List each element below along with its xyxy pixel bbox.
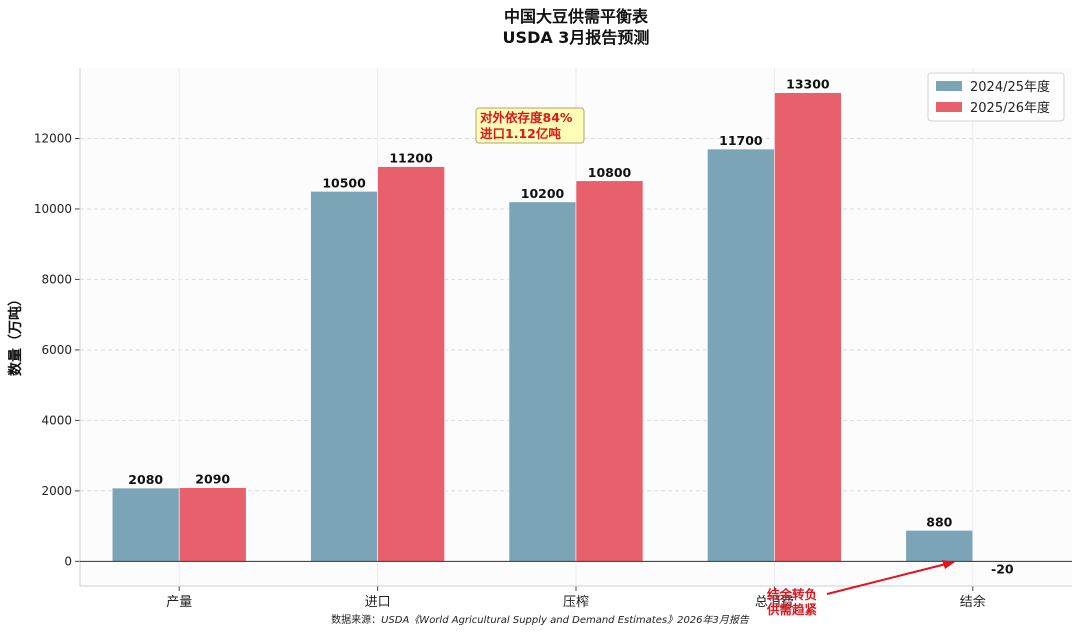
bar-series2 [774,92,842,562]
chart-subtitle: USDA 3月报告预测 [503,28,650,47]
legend: 2024/25年度 2025/26年度 [927,72,1065,122]
legend-label-2024: 2024/25年度 [970,79,1050,95]
bar-series1 [310,191,378,562]
data-label: 10800 [588,165,632,180]
grid-lines [80,68,1072,586]
bar-series2 [178,487,247,562]
data-label: 11200 [389,151,433,166]
y-tick-label: 2000 [41,484,72,498]
y-tick-label: 0 [64,554,72,568]
y-tick-label: 8000 [41,272,72,286]
bar-series2 [575,180,644,562]
data-label: 10200 [521,186,565,201]
x-ticks: 产量 进口 压榨 总消费 结余 [166,586,986,610]
data-label: 2080 [128,472,163,487]
source-note: 数据来源：USDA《World Agricultural Supply and … [331,613,750,626]
surplus-arrow [826,560,955,595]
x-tick-label: 产量 [166,595,192,610]
source-prefix: 数据来源： [331,613,381,626]
bar-series2 [377,166,445,562]
data-label: 13300 [786,77,830,92]
x-tick-label: 结余 [960,594,986,610]
dependency-annotation-line2: 进口1.12亿吨 [480,126,561,141]
legend-swatch-2025 [936,102,962,112]
y-tick-label: 12000 [34,131,72,145]
y-tick-label: 10000 [34,202,72,216]
y-axis-label: 数量（万吨） [7,292,24,376]
dependency-annotation-line1: 对外依存度84% [480,110,573,125]
legend-label-2025: 2025/26年度 [970,100,1050,116]
dependency-annotation-box [475,107,585,144]
data-label: 880 [926,514,952,529]
y-ticks: 0 2000 4000 6000 8000 10000 12000 [34,131,80,568]
data-label: 10500 [322,175,366,190]
data-label: 11700 [719,133,763,148]
data-labels: 2080 2090 10500 11200 10200 10800 11700 13300 88… [128,77,1014,577]
source-italic: USDA《World Agricultural Supply and Deman… [381,614,750,626]
x-tick-label: 总消费 [755,595,794,610]
x-tick-label: 进口 [365,595,391,610]
bar-series1 [111,487,180,562]
bar-series1 [707,148,775,562]
legend-swatch-2024 [936,81,962,91]
data-label: -20 [991,561,1014,576]
surplus-annotation-line2: 供需趋紧 [766,602,818,617]
y-tick-label: 4000 [41,413,72,427]
chart-title: 中国大豆供需平衡表 [504,7,649,26]
x-tick-label: 压榨 [563,594,589,610]
bar-series1 [508,201,577,562]
y-tick-label: 6000 [41,343,72,357]
bar-series1 [905,530,974,562]
surplus-annotation-line1: 结余转负 [767,587,817,602]
data-label: 2090 [195,472,230,487]
